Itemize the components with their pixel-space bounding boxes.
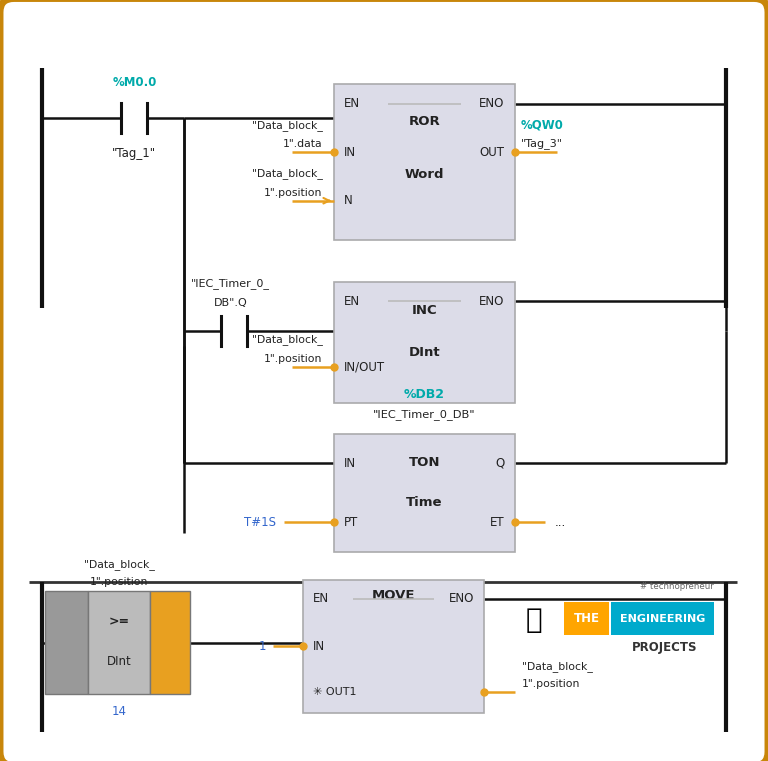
Text: IN: IN: [344, 457, 356, 470]
Text: "Tag_3": "Tag_3": [521, 139, 563, 149]
Text: # technopreneur: # technopreneur: [641, 581, 714, 591]
Text: IN: IN: [313, 640, 326, 653]
Text: Word: Word: [405, 167, 444, 180]
Text: 14: 14: [111, 705, 127, 718]
Text: ENGINEERING: ENGINEERING: [620, 613, 705, 624]
Text: ENO: ENO: [479, 295, 505, 307]
Text: "Data_block_: "Data_block_: [84, 559, 154, 570]
Text: MOVE: MOVE: [372, 589, 415, 603]
Text: ROR: ROR: [409, 115, 440, 128]
Text: 1: 1: [259, 640, 266, 653]
Text: ✳ OUT1: ✳ OUT1: [313, 686, 357, 697]
Text: Q: Q: [495, 457, 505, 470]
Text: N: N: [344, 194, 353, 207]
Text: 1".position: 1".position: [90, 577, 148, 587]
Text: DB".Q: DB".Q: [214, 298, 247, 308]
Text: "IEC_Timer_0_: "IEC_Timer_0_: [191, 279, 270, 289]
Text: TON: TON: [409, 456, 440, 469]
Text: INC: INC: [412, 304, 437, 317]
Text: ENO: ENO: [479, 97, 505, 110]
Text: T#1S: T#1S: [244, 516, 276, 529]
Text: %M0.0: %M0.0: [112, 76, 157, 89]
Text: 1".data: 1".data: [283, 139, 323, 149]
Bar: [150, 591, 190, 694]
Text: PT: PT: [344, 516, 359, 529]
Text: ENO: ENO: [449, 592, 474, 605]
Text: DInt: DInt: [409, 345, 440, 358]
Bar: [334, 84, 515, 240]
Bar: [611, 602, 714, 635]
Bar: [334, 282, 515, 403]
Bar: [334, 434, 515, 552]
Text: EN: EN: [313, 592, 329, 605]
Text: 1".position: 1".position: [264, 354, 323, 364]
Text: 1".position: 1".position: [522, 680, 581, 689]
Bar: [564, 602, 609, 635]
Bar: [45, 591, 88, 694]
Text: ET: ET: [490, 516, 505, 529]
Text: EN: EN: [344, 295, 360, 307]
Text: >=: >=: [108, 616, 130, 629]
Text: PROJECTS: PROJECTS: [631, 641, 697, 654]
Text: "Data_block_: "Data_block_: [252, 120, 323, 131]
Text: ...: ...: [554, 516, 566, 529]
Text: DInt: DInt: [107, 654, 131, 667]
Text: THE: THE: [574, 612, 600, 626]
Text: "Data_block_: "Data_block_: [252, 335, 323, 345]
Text: "Data_block_: "Data_block_: [252, 168, 323, 180]
Text: 1".position: 1".position: [264, 188, 323, 198]
Text: "Data_block_: "Data_block_: [522, 661, 593, 672]
Bar: [303, 580, 484, 713]
Text: OUT: OUT: [479, 146, 505, 159]
Text: %QW0: %QW0: [521, 118, 564, 131]
Text: 🤖: 🤖: [525, 607, 542, 634]
Text: "Tag_1": "Tag_1": [112, 147, 157, 160]
Text: IN/OUT: IN/OUT: [344, 360, 386, 374]
Text: IN: IN: [344, 146, 356, 159]
Text: %DB2: %DB2: [404, 388, 445, 401]
Bar: [88, 591, 150, 694]
Text: Time: Time: [406, 495, 442, 508]
Text: EN: EN: [344, 97, 360, 110]
Text: "IEC_Timer_0_DB": "IEC_Timer_0_DB": [373, 409, 475, 420]
